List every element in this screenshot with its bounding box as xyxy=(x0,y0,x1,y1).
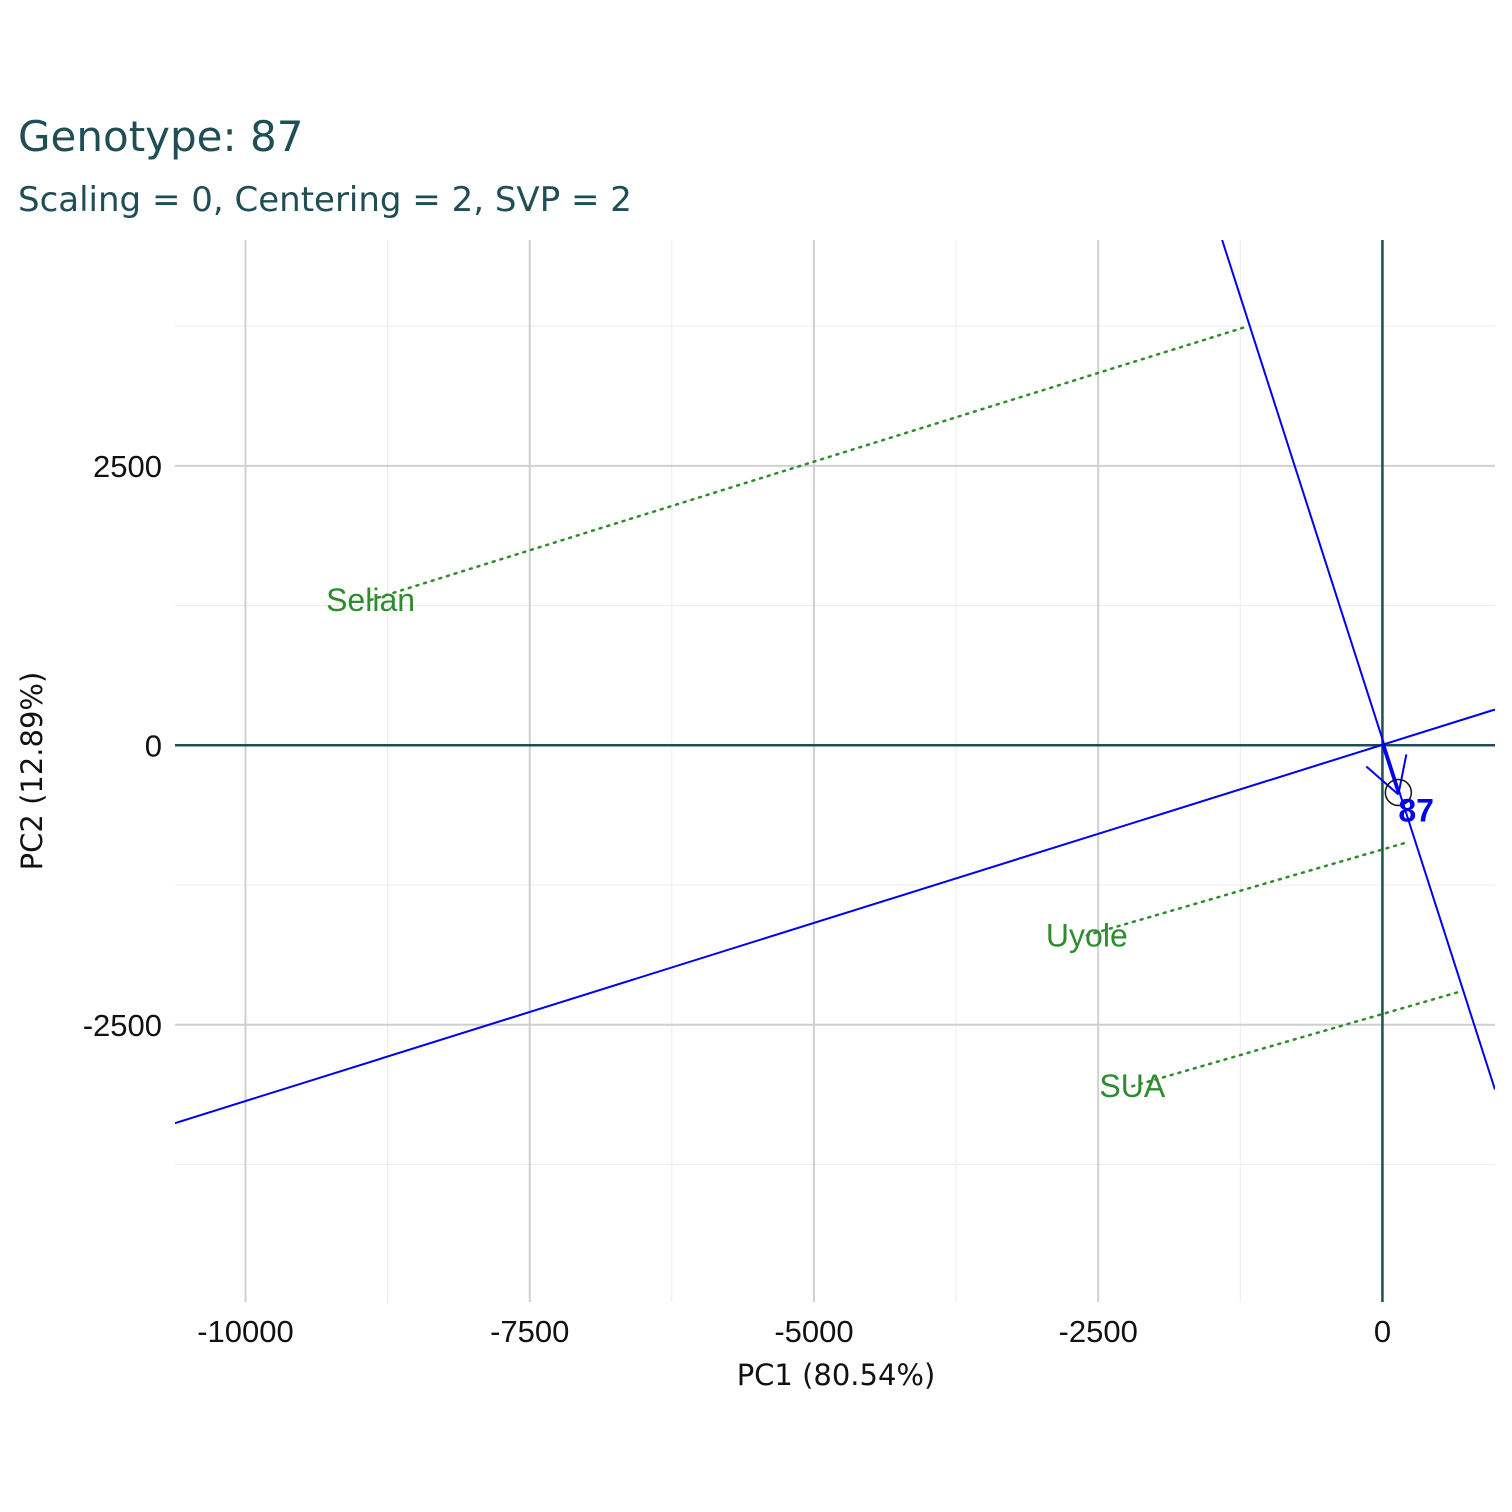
chart-title: Genotype: 87 xyxy=(18,112,304,161)
x-axis-title: PC1 (80.54%) xyxy=(737,1358,936,1392)
genotype-arrow-shaft xyxy=(1381,744,1400,795)
y-tick-label: -2500 xyxy=(83,1008,162,1043)
x-tick-label: -7500 xyxy=(490,1314,569,1349)
x-tick-label: 0 xyxy=(1374,1314,1391,1349)
genotype-label: 87 xyxy=(1398,792,1434,828)
projection-lines xyxy=(369,325,1459,1088)
y-tick-labels: -2500 0 2500 xyxy=(83,449,162,1043)
environment-label: SUA xyxy=(1099,1068,1165,1104)
projection-line xyxy=(1131,991,1459,1088)
x-tick-label: -10000 xyxy=(197,1314,294,1349)
environment-label: Uyole xyxy=(1046,917,1128,953)
projection-line xyxy=(369,325,1247,602)
y-tick-label: 0 xyxy=(145,728,162,763)
genotype-arrow-head xyxy=(1397,754,1408,795)
y-axis-title: PC2 (12.89%) xyxy=(15,672,49,871)
x-tick-label: -5000 xyxy=(774,1314,853,1349)
zero-axes xyxy=(175,240,1495,1302)
x-tick-label: -2500 xyxy=(1059,1314,1138,1349)
minor-gridlines xyxy=(175,240,1495,1302)
genotype-arrow-head xyxy=(1365,765,1400,796)
projection-line xyxy=(1085,841,1408,937)
y-tick-label: 2500 xyxy=(93,449,162,484)
environment-label: Selian xyxy=(326,582,415,618)
x-tick-labels: -10000 -7500 -5000 -2500 0 xyxy=(197,1314,1391,1349)
biplot-lines xyxy=(175,240,1495,1125)
environment-labels: Selian Uyole SUA xyxy=(326,582,1166,1104)
biplot-line xyxy=(175,708,1495,1125)
genotype-layer: 87 xyxy=(1365,744,1434,828)
genotype-point xyxy=(1384,778,1413,807)
chart-subtitle: Scaling = 0, Centering = 2, SVP = 2 xyxy=(18,180,632,220)
biplot-line xyxy=(1221,240,1495,1090)
